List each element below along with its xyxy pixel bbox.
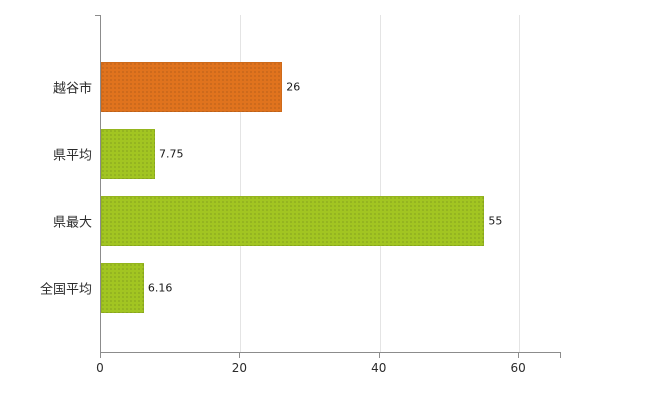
x-tick <box>239 353 241 358</box>
plot-area: 26 7.75 55 6.16 <box>95 15 561 353</box>
category-label: 県最大 <box>52 215 92 230</box>
gridline <box>240 15 242 352</box>
x-tick <box>518 353 520 358</box>
x-tick <box>378 353 380 358</box>
gridline <box>379 15 381 352</box>
x-axis-end-tick <box>560 353 561 358</box>
y-axis-top-tick <box>95 15 100 16</box>
x-tick <box>100 353 101 358</box>
gridline <box>519 15 521 352</box>
y-axis-labels: 越谷市県平均県最大全国平均 <box>0 15 96 352</box>
bar-2 <box>101 128 155 179</box>
bar-4 <box>101 262 144 313</box>
bar-1 <box>101 61 283 112</box>
value-label: 26 <box>286 80 301 93</box>
value-label: 55 <box>488 214 503 227</box>
category-label: 県平均 <box>52 148 92 163</box>
x-tick-label: 40 <box>371 361 387 375</box>
category-label: 越谷市 <box>52 81 92 96</box>
x-axis: 0 20 40 60 <box>0 353 650 393</box>
bar-3 <box>101 195 485 246</box>
x-tick-label: 20 <box>231 361 248 375</box>
category-label: 全国平均 <box>39 282 92 297</box>
value-label: 6.16 <box>147 281 173 294</box>
x-tick-label: 0 <box>96 361 104 375</box>
x-tick-label: 60 <box>510 361 526 375</box>
value-label: 7.75 <box>159 147 184 160</box>
